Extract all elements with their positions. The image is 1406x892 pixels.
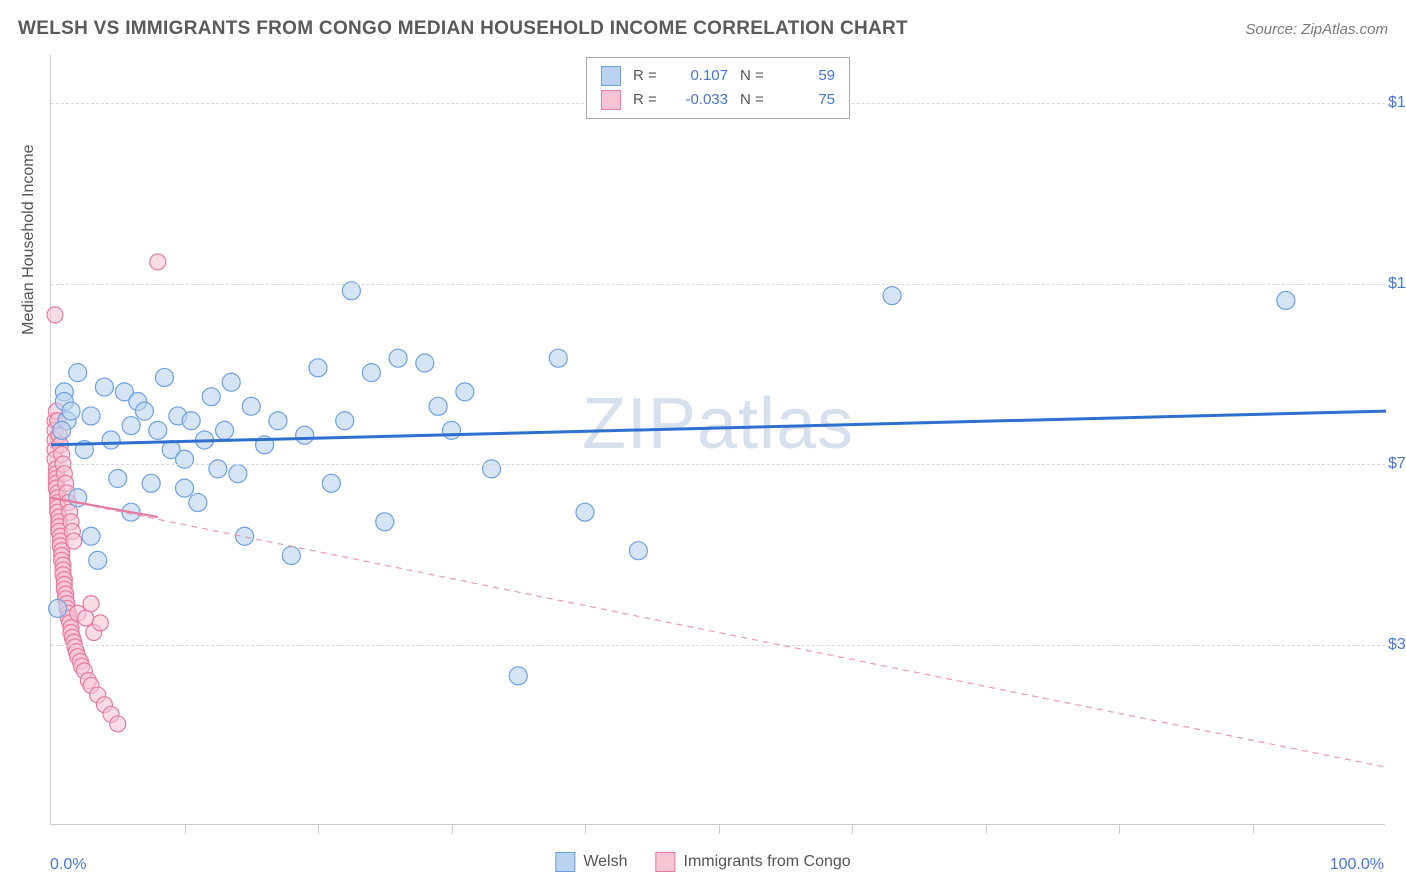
gridline-h — [51, 645, 1385, 646]
welsh-point — [176, 479, 194, 497]
welsh-point — [309, 359, 327, 377]
gridline-h — [51, 284, 1385, 285]
welsh-point — [456, 383, 474, 401]
swatch-congo — [601, 90, 621, 110]
x-tick — [1253, 824, 1254, 834]
swatch-welsh-bottom — [555, 852, 575, 872]
series-legend: Welsh Immigrants from Congo — [555, 852, 850, 872]
welsh-point — [883, 287, 901, 305]
welsh-point — [509, 667, 527, 685]
legend-row-welsh: R = 0.107 N = 59 — [601, 64, 835, 88]
welsh-point — [142, 474, 160, 492]
y-axis-title: Median Household Income — [20, 144, 38, 334]
welsh-point — [135, 402, 153, 420]
welsh-point — [443, 421, 461, 439]
congo-n-value: 75 — [780, 88, 835, 112]
congo-r-value: -0.033 — [673, 88, 728, 112]
congo-point — [92, 615, 108, 631]
welsh-point — [95, 378, 113, 396]
welsh-point — [122, 417, 140, 435]
welsh-point — [89, 551, 107, 569]
n-label: N = — [740, 88, 768, 112]
welsh-point — [416, 354, 434, 372]
welsh-point — [269, 412, 287, 430]
welsh-point — [322, 474, 340, 492]
gridline-h — [51, 464, 1385, 465]
congo-point — [66, 533, 82, 549]
welsh-point — [49, 599, 67, 617]
welsh-point — [429, 397, 447, 415]
x-tick — [585, 824, 586, 834]
y-tick-label: $37,500 — [1388, 636, 1406, 654]
y-tick-label: $112,500 — [1388, 275, 1406, 293]
welsh-point — [549, 349, 567, 367]
welsh-point — [82, 407, 100, 425]
n-label: N = — [740, 64, 768, 88]
x-tick — [1119, 824, 1120, 834]
welsh-point — [229, 465, 247, 483]
congo-point — [83, 596, 99, 612]
welsh-point — [362, 364, 380, 382]
x-axis-label-min: 0.0% — [50, 856, 86, 874]
welsh-point — [336, 412, 354, 430]
congo-point — [150, 254, 166, 270]
r-label: R = — [633, 88, 661, 112]
swatch-congo-bottom — [656, 852, 676, 872]
welsh-point — [182, 412, 200, 430]
welsh-point — [629, 542, 647, 560]
welsh-point — [62, 402, 80, 420]
correlation-legend: R = 0.107 N = 59 R = -0.033 N = 75 — [586, 57, 850, 119]
welsh-point — [102, 431, 120, 449]
welsh-point — [389, 349, 407, 367]
welsh-point — [109, 470, 127, 488]
x-tick — [318, 824, 319, 834]
welsh-point — [483, 460, 501, 478]
welsh-point — [69, 364, 87, 382]
welsh-point — [296, 426, 314, 444]
x-tick — [719, 824, 720, 834]
welsh-trend — [51, 411, 1386, 445]
scatter-svg — [51, 55, 1385, 824]
x-tick — [852, 824, 853, 834]
source-value: ZipAtlas.com — [1301, 21, 1388, 38]
swatch-welsh — [601, 66, 621, 86]
x-tick — [185, 824, 186, 834]
congo-point — [78, 610, 94, 626]
x-axis-label-max: 100.0% — [1330, 856, 1384, 874]
legend-item-congo: Immigrants from Congo — [656, 852, 851, 872]
welsh-point — [236, 527, 254, 545]
welsh-point — [216, 421, 234, 439]
legend-label-welsh: Welsh — [583, 853, 627, 871]
r-label: R = — [633, 64, 661, 88]
welsh-r-value: 0.107 — [673, 64, 728, 88]
x-tick — [986, 824, 987, 834]
congo-point — [47, 307, 63, 323]
welsh-point — [149, 421, 167, 439]
welsh-point — [1277, 291, 1295, 309]
welsh-point — [282, 547, 300, 565]
welsh-point — [189, 494, 207, 512]
welsh-point — [202, 388, 220, 406]
legend-row-congo: R = -0.033 N = 75 — [601, 88, 835, 112]
chart-plot-area: ZIPatlas R = 0.107 N = 59 R = -0.033 N =… — [50, 55, 1385, 825]
y-tick-label: $150,000 — [1388, 94, 1406, 112]
legend-label-congo: Immigrants from Congo — [684, 853, 851, 871]
chart-title: WELSH VS IMMIGRANTS FROM CONGO MEDIAN HO… — [18, 18, 908, 40]
welsh-point — [155, 368, 173, 386]
welsh-n-value: 59 — [780, 64, 835, 88]
welsh-point — [82, 527, 100, 545]
y-tick-label: $75,000 — [1388, 455, 1406, 473]
congo-point — [110, 716, 126, 732]
legend-item-welsh: Welsh — [555, 852, 627, 872]
welsh-point — [376, 513, 394, 531]
welsh-point — [176, 450, 194, 468]
welsh-point — [222, 373, 240, 391]
source-attribution: Source: ZipAtlas.com — [1245, 21, 1388, 38]
welsh-point — [209, 460, 227, 478]
welsh-point — [242, 397, 260, 415]
x-tick — [452, 824, 453, 834]
source-label: Source: — [1245, 21, 1301, 38]
welsh-point — [53, 421, 71, 439]
welsh-point — [576, 503, 594, 521]
